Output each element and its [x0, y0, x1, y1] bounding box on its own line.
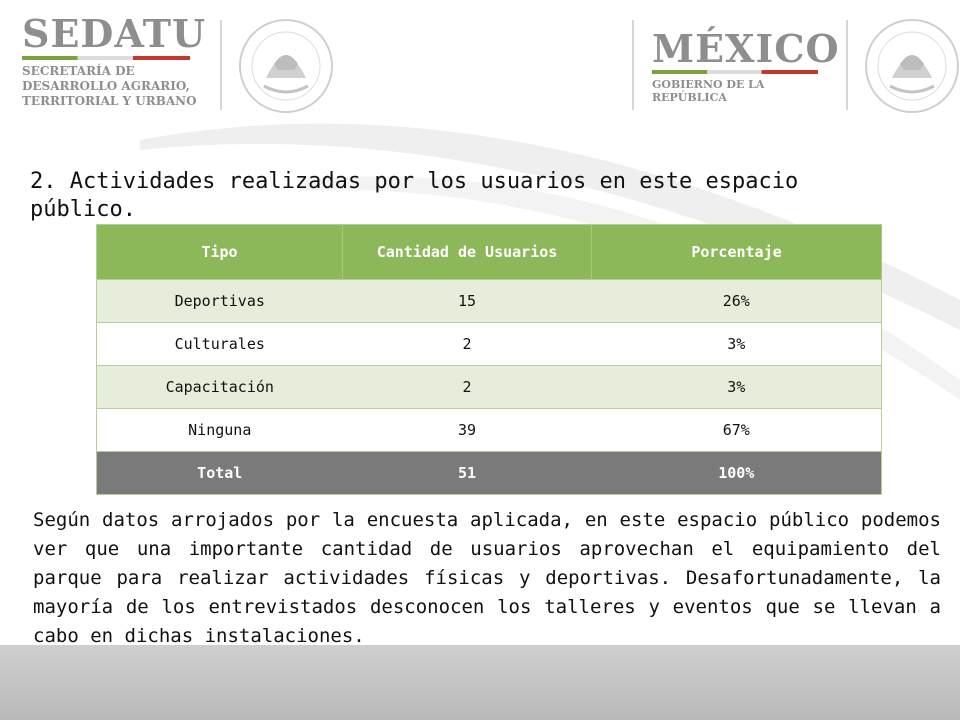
cell-cantidad: 2 — [342, 365, 592, 409]
header-tipo: Tipo — [96, 224, 343, 280]
header-divider — [220, 20, 222, 110]
mexico-subtitle: GOBIERNO DE LA REPÚBLICA — [652, 78, 765, 104]
sedatu-color-bar — [22, 56, 190, 60]
section-title: 2. Actividades realizadas por los usuari… — [30, 169, 799, 222]
cell-cantidad: 39 — [342, 408, 592, 452]
header-porcentaje: Porcentaje — [591, 224, 882, 280]
cell-tipo: Capacitación — [96, 365, 343, 409]
table-row: Capacitación 2 3% — [96, 365, 882, 409]
cell-tipo: Ninguna — [96, 408, 343, 452]
cell-cantidad: 15 — [342, 279, 592, 323]
cell-porcentaje: 3% — [591, 365, 882, 409]
footer-band — [0, 645, 960, 720]
cell-porcentaje: 26% — [591, 279, 882, 323]
cell-porcentaje: 67% — [591, 408, 882, 452]
national-seal-icon — [239, 19, 333, 113]
sedatu-logo: SEDATU SECRETARÍA DE DESARROLLO AGRARIO,… — [22, 14, 212, 109]
mexico-wordmark: MÉXICO — [652, 26, 840, 71]
table-row: Culturales 2 3% — [96, 322, 882, 366]
sedatu-subtitle-3: TERRITORIAL Y URBANO — [22, 94, 197, 108]
summary-paragraph: Según datos arrojados por la encuesta ap… — [33, 509, 941, 647]
total-porcentaje: 100% — [591, 451, 882, 495]
cell-tipo: Culturales — [96, 322, 343, 366]
sedatu-subtitle-2: DESARROLLO AGRARIO, — [22, 79, 190, 93]
header-cantidad: Cantidad de Usuarios — [342, 224, 592, 280]
mexico-color-bar — [652, 70, 818, 74]
cell-tipo: Deportivas — [96, 279, 343, 323]
header-divider-2 — [632, 20, 634, 110]
total-cantidad: 51 — [342, 451, 592, 495]
sedatu-subtitle-1: SECRETARÍA DE — [22, 64, 135, 78]
header-divider-3 — [846, 20, 848, 110]
national-seal-icon-2 — [865, 19, 959, 113]
sedatu-wordmark: SEDATU — [22, 11, 207, 56]
table-total-row: Total 51 100% — [96, 451, 882, 495]
mexico-logo: MÉXICO GOBIERNO DE LA REPÚBLICA — [652, 26, 840, 104]
cell-porcentaje: 3% — [591, 322, 882, 366]
table-row: Deportivas 15 26% — [96, 279, 882, 323]
total-label: Total — [96, 451, 343, 495]
cell-cantidad: 2 — [342, 322, 592, 366]
table-header-row: Tipo Cantidad de Usuarios Porcentaje — [96, 224, 882, 280]
activities-table: Tipo Cantidad de Usuarios Porcentaje Dep… — [96, 224, 882, 495]
table-row: Ninguna 39 67% — [96, 408, 882, 452]
